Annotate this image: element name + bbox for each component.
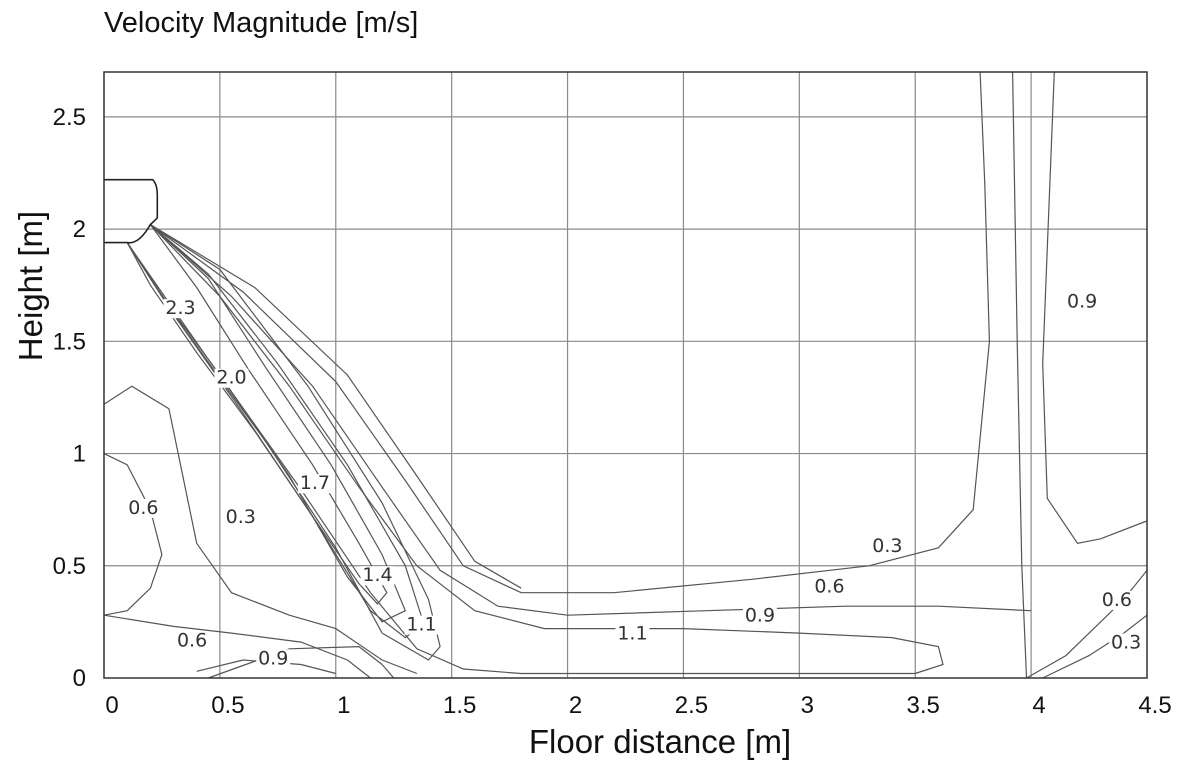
contour-line — [126, 224, 388, 605]
x-tick-label: 0.5 — [211, 692, 244, 719]
contour-label: 1.1 — [406, 614, 436, 636]
contour-lines — [103, 71, 1148, 679]
contour-line — [103, 614, 371, 679]
contour-label-bg — [812, 577, 847, 597]
x-tick-label: 4.5 — [1138, 692, 1171, 719]
contour-label: 1.7 — [300, 472, 330, 494]
contour-label-bg — [360, 566, 395, 586]
contour-label-bg — [404, 615, 439, 635]
contour-label: 1.1 — [617, 623, 647, 645]
y-tick-label: 1 — [73, 441, 86, 468]
contour-line — [1042, 71, 1148, 544]
contour-line — [126, 224, 441, 661]
contour-label-bg — [297, 474, 332, 494]
contour-line — [150, 71, 991, 594]
x-tick-label: 1 — [337, 692, 350, 719]
contour-label: 0.9 — [745, 605, 775, 627]
contour-label-bg — [256, 649, 291, 669]
contour-label-bg — [1099, 590, 1134, 610]
contour-label-bg — [214, 368, 249, 388]
contour-label: 2.0 — [216, 367, 246, 389]
contour-label-bg — [223, 507, 258, 527]
contour-label: 2.3 — [165, 297, 195, 319]
contour-line — [1026, 569, 1148, 679]
contour-labels: 2.3 2.0 1.7 1.4 1.1 0.6 0.3 0.6 0.9 1.1 0.9 0.6 0.3 0… — [126, 290, 1144, 669]
grid-lines — [104, 72, 1147, 678]
contour-label: 0.3 — [226, 506, 256, 528]
contour-label: 0.9 — [1067, 290, 1097, 312]
x-tick-label: 2.5 — [675, 692, 708, 719]
contour-label: 0.6 — [128, 497, 158, 519]
x-tick-label: 3.5 — [907, 692, 940, 719]
x-tick-label: 4 — [1032, 692, 1045, 719]
contour-label: 0.6 — [814, 575, 844, 597]
y-tick-label: 0 — [73, 665, 86, 692]
contour-label-bg — [615, 624, 650, 644]
inlet-nozzle-outline — [104, 178, 159, 244]
nozzle-outline — [104, 178, 159, 244]
contour-label-bg — [126, 498, 161, 518]
chart-title: Velocity Magnitude [m/s] — [104, 7, 418, 39]
y-tick-label: 1.5 — [53, 328, 86, 355]
contour-line — [150, 224, 522, 589]
x-tick-labels: 0 0.5 1 1.5 2 2.5 3 3.5 4 4.5 — [105, 692, 1171, 719]
contour-label-bg — [1109, 633, 1144, 653]
y-tick-label: 2 — [73, 216, 86, 243]
y-axis-label: Height [m] — [12, 211, 49, 361]
x-tick-label: 1.5 — [443, 692, 476, 719]
contour-label-bg — [175, 631, 210, 651]
contour-line — [103, 453, 163, 616]
x-tick-label: 2 — [569, 692, 582, 719]
contour-line — [150, 224, 1032, 616]
x-tick-label: 3 — [801, 692, 814, 719]
contour-line — [1012, 71, 1028, 679]
y-tick-label: 0.5 — [53, 553, 86, 580]
contour-label: 0.6 — [177, 629, 207, 651]
contour-label-bg — [742, 606, 777, 626]
contour-label: 0.3 — [1111, 632, 1141, 654]
contour-label: 1.4 — [362, 564, 392, 586]
contour-label-bg — [163, 299, 198, 319]
x-axis-label: Floor distance [m] — [529, 723, 791, 760]
contour-label-bg — [1065, 292, 1100, 312]
contour-label-bg — [870, 537, 905, 557]
contour-line — [126, 224, 407, 623]
x-tick-label: 0 — [105, 692, 118, 719]
contour-label: 0.3 — [872, 535, 902, 557]
y-tick-labels: 0 0.5 1 1.5 2 2.5 — [53, 104, 86, 692]
contour-label: 0.6 — [1102, 589, 1132, 611]
plot-frame — [103, 71, 1148, 679]
contour-label: 0.9 — [258, 647, 288, 669]
contour-line — [103, 385, 418, 675]
y-tick-label: 2.5 — [53, 104, 86, 131]
contour-line — [149, 224, 944, 675]
contour-line — [1042, 614, 1148, 679]
